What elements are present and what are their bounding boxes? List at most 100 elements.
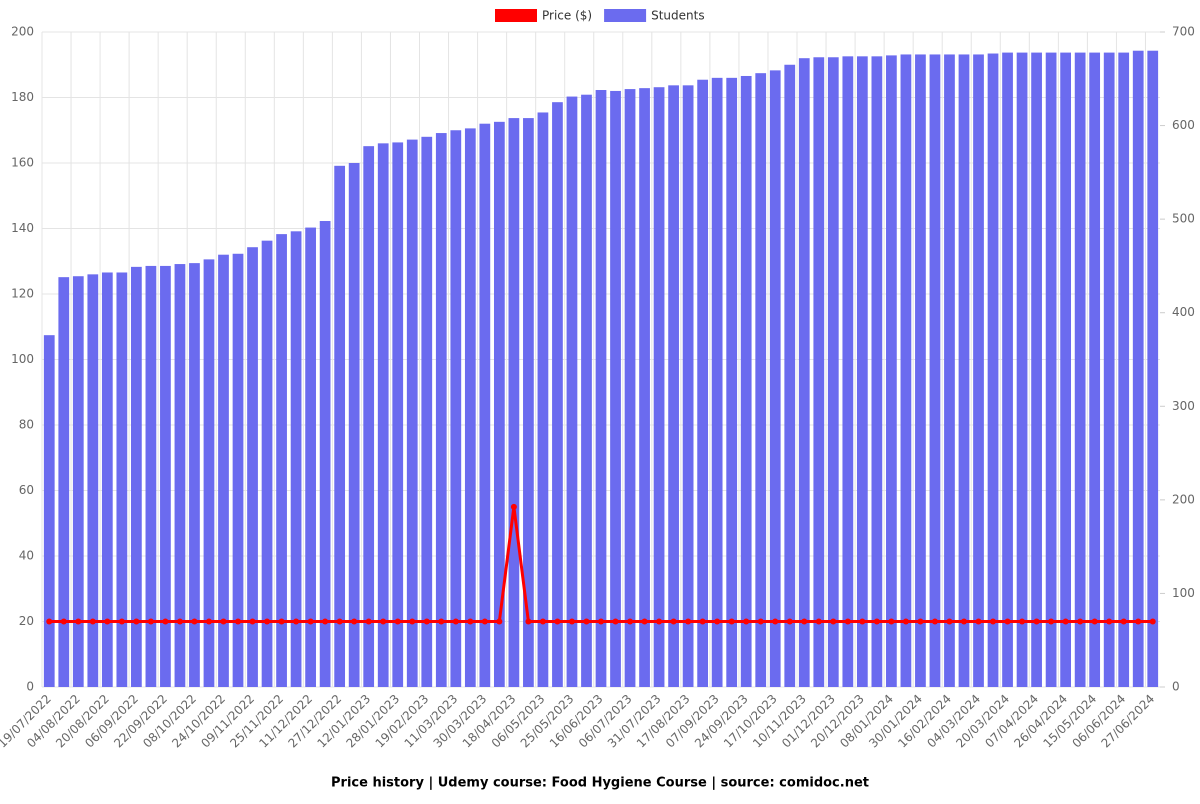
bar — [305, 227, 316, 688]
bar — [566, 96, 578, 688]
bar — [145, 265, 157, 687]
point — [452, 618, 459, 625]
y2-tick-label: 200 — [1172, 492, 1195, 506]
legend-swatch — [495, 9, 537, 22]
point — [249, 618, 256, 625]
bar — [610, 90, 621, 687]
point — [888, 618, 895, 625]
point — [627, 618, 634, 625]
bar — [406, 139, 418, 687]
bar — [493, 121, 505, 688]
bar — [450, 130, 462, 687]
point — [75, 618, 82, 625]
point — [1033, 618, 1040, 625]
point — [409, 618, 416, 625]
bar — [1089, 52, 1101, 688]
point — [598, 618, 604, 625]
y2-tick-label: 600 — [1172, 118, 1195, 132]
chart-title: Price history | Udemy course: Food Hygie… — [331, 776, 869, 791]
point — [873, 618, 880, 625]
point — [931, 618, 938, 625]
point — [902, 618, 909, 625]
bar — [1031, 52, 1042, 688]
bar — [958, 54, 970, 687]
point — [525, 618, 532, 625]
point — [118, 618, 125, 625]
bar — [871, 56, 883, 688]
point — [467, 618, 474, 625]
bar — [944, 54, 955, 687]
bar — [1016, 52, 1028, 688]
point — [220, 618, 227, 625]
bar — [682, 85, 694, 688]
point — [568, 618, 575, 625]
point — [1062, 618, 1069, 625]
point — [380, 618, 387, 625]
bar — [929, 54, 941, 687]
bar — [232, 253, 244, 687]
point — [162, 618, 169, 625]
point — [133, 618, 140, 625]
bar — [189, 263, 200, 687]
bar — [581, 94, 592, 687]
bar — [624, 89, 636, 688]
point — [960, 618, 967, 625]
point — [1149, 618, 1156, 625]
point — [917, 618, 924, 625]
bar — [552, 102, 563, 687]
point — [423, 618, 430, 625]
y-tick-label: 140 — [11, 221, 34, 235]
bar — [218, 254, 229, 687]
point — [1019, 618, 1026, 625]
point — [728, 618, 735, 625]
point — [60, 618, 67, 625]
point — [743, 618, 750, 625]
point — [656, 618, 663, 625]
y-tick-label: 200 — [11, 25, 34, 39]
bar — [290, 231, 302, 688]
point — [641, 618, 648, 625]
point — [1048, 618, 1055, 625]
bar — [377, 143, 389, 688]
y-tick-label: 160 — [11, 156, 34, 170]
point — [1091, 618, 1098, 625]
point — [438, 618, 445, 625]
point — [351, 618, 358, 625]
point — [293, 618, 300, 625]
bar — [726, 77, 738, 688]
point — [1135, 618, 1142, 625]
bar — [900, 54, 912, 687]
bar — [711, 77, 723, 688]
bar — [131, 266, 142, 687]
point — [786, 618, 793, 625]
bar — [1103, 52, 1115, 688]
bar — [915, 54, 926, 687]
point — [191, 618, 198, 625]
bar — [116, 272, 128, 687]
y2-tick-label: 400 — [1172, 305, 1195, 319]
point — [946, 618, 953, 625]
bar — [856, 56, 868, 688]
point — [757, 618, 764, 625]
point — [205, 618, 212, 625]
bar — [58, 277, 70, 687]
bar — [827, 57, 839, 688]
point — [147, 618, 154, 625]
bar — [421, 136, 433, 688]
bar — [1060, 52, 1071, 688]
bar — [247, 247, 258, 687]
point — [554, 618, 561, 625]
point — [772, 618, 779, 625]
point — [510, 503, 517, 510]
bar — [1132, 50, 1144, 687]
bar — [334, 165, 346, 688]
y-tick-label: 60 — [19, 483, 34, 497]
bar — [101, 272, 113, 687]
y2-tick-label: 0 — [1172, 680, 1180, 694]
bar — [769, 70, 781, 688]
point — [990, 618, 997, 625]
bar — [755, 73, 767, 687]
y2-tick-label: 500 — [1172, 212, 1195, 226]
point — [235, 618, 242, 625]
bar — [1118, 52, 1130, 688]
